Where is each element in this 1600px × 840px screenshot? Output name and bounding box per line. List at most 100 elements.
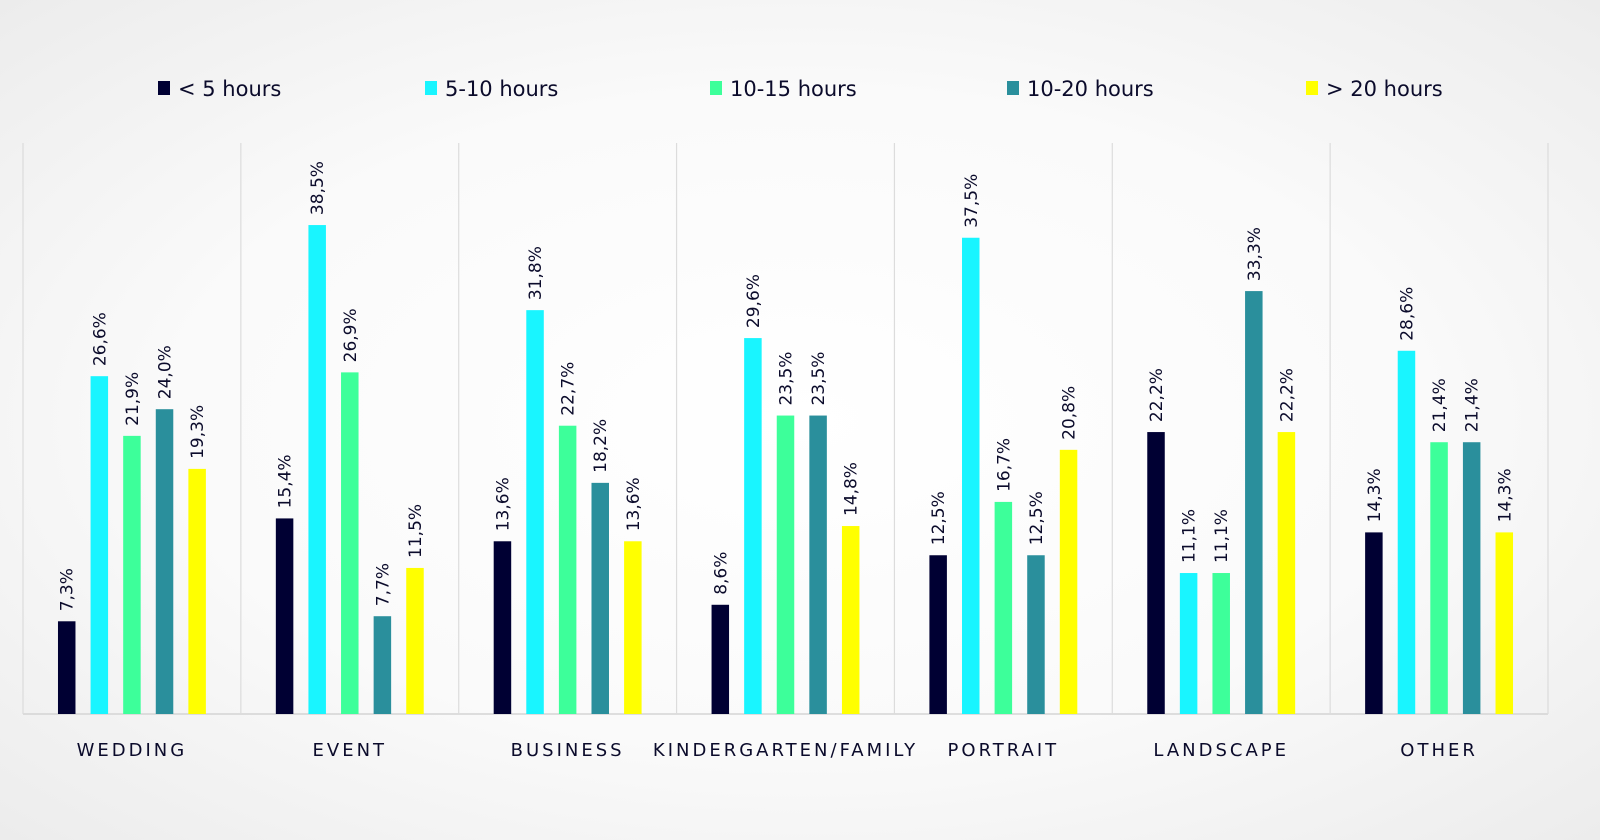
category-group: 22,2% 11,1% 11,1% 33,3% 22,2% LANDSCAPE bbox=[1147, 227, 1297, 761]
legend-label: > 20 hours bbox=[1326, 77, 1443, 101]
bar bbox=[406, 567, 424, 714]
legend-swatch bbox=[425, 81, 437, 95]
bar bbox=[188, 468, 206, 714]
bar bbox=[591, 482, 609, 714]
data-label: 11,5% bbox=[406, 504, 426, 558]
data-label: 8,6% bbox=[711, 552, 731, 595]
data-label: 24,0% bbox=[156, 345, 176, 399]
bar bbox=[624, 541, 642, 714]
legend-item: > 20 hours bbox=[1306, 77, 1443, 101]
bar bbox=[1027, 555, 1045, 714]
bar bbox=[123, 435, 141, 714]
bar bbox=[1277, 432, 1296, 714]
legend-item: < 5 hours bbox=[158, 77, 281, 101]
legend-label: 10-20 hours bbox=[1027, 77, 1154, 101]
bar bbox=[1430, 442, 1448, 714]
bar bbox=[308, 225, 326, 715]
bar bbox=[929, 555, 947, 714]
bar bbox=[744, 338, 762, 714]
data-label: 21,4% bbox=[1430, 378, 1450, 432]
data-label: 21,9% bbox=[123, 372, 143, 426]
data-label: 7,7% bbox=[373, 563, 393, 606]
data-label: 11,1% bbox=[1212, 509, 1232, 563]
category-group: 7,3% 26,6% 21,9% 24,0% 19,3% WEDDING bbox=[58, 312, 208, 761]
category-group: 8,6% 29,6% 23,5% 23,5% 14,8% KINDERGARTEN/FAM… bbox=[653, 274, 918, 761]
data-label: 28,6% bbox=[1397, 287, 1417, 341]
data-label: 11,1% bbox=[1180, 509, 1200, 563]
category-group: 15,4% 38,5% 26,9% 7,7% 11,5% EVENT bbox=[276, 161, 426, 761]
category-label: WEDDING bbox=[77, 740, 188, 761]
data-label: 26,9% bbox=[341, 308, 361, 362]
data-label: 33,3% bbox=[1245, 227, 1265, 281]
legend-swatch bbox=[158, 81, 170, 95]
bar bbox=[1212, 573, 1230, 714]
category-group: 12,5% 37,5% 16,7% 12,5% 20,8% PORTRAIT bbox=[929, 174, 1079, 761]
bar bbox=[711, 604, 730, 714]
legend-item: 5-10 hours bbox=[425, 77, 558, 101]
data-label: 19,3% bbox=[188, 405, 208, 459]
bar bbox=[526, 310, 544, 714]
bar bbox=[1495, 532, 1514, 714]
data-label: 37,5% bbox=[962, 174, 982, 228]
bar bbox=[155, 409, 174, 714]
data-label: 16,7% bbox=[994, 438, 1014, 492]
data-label: 14,3% bbox=[1365, 468, 1385, 522]
data-label: 12,5% bbox=[929, 491, 949, 545]
bar bbox=[558, 425, 577, 714]
data-label: 22,2% bbox=[1147, 368, 1167, 422]
data-label: 22,7% bbox=[559, 362, 579, 416]
bar bbox=[1462, 442, 1481, 714]
data-label: 18,2% bbox=[591, 419, 611, 473]
bar bbox=[373, 616, 392, 714]
bar bbox=[493, 541, 512, 714]
data-label: 7,3% bbox=[58, 568, 78, 611]
legend-label: 10-15 hours bbox=[730, 77, 857, 101]
data-label: 23,5% bbox=[777, 352, 797, 406]
bar bbox=[1059, 449, 1078, 714]
bar bbox=[1365, 532, 1383, 714]
data-label: 12,5% bbox=[1027, 491, 1047, 545]
data-label: 31,8% bbox=[526, 246, 546, 300]
bar bbox=[275, 518, 294, 714]
category-group: 14,3% 28,6% 21,4% 21,4% 14,3% OTHER bbox=[1365, 287, 1515, 761]
legend-swatch bbox=[1007, 81, 1019, 95]
category-label: KINDERGARTEN/FAMILY bbox=[653, 740, 918, 761]
legend-label: < 5 hours bbox=[178, 77, 281, 101]
bar bbox=[1245, 291, 1263, 714]
legend-item: 10-15 hours bbox=[710, 77, 857, 101]
data-label: 20,8% bbox=[1060, 386, 1080, 440]
bar bbox=[341, 372, 359, 714]
data-label: 38,5% bbox=[308, 161, 328, 215]
category-label: EVENT bbox=[313, 740, 388, 761]
legend-swatch bbox=[710, 81, 722, 95]
bar bbox=[1147, 432, 1165, 714]
data-label: 14,3% bbox=[1495, 468, 1515, 522]
category-label: LANDSCAPE bbox=[1153, 740, 1289, 761]
data-label: 23,5% bbox=[809, 352, 829, 406]
data-label: 13,6% bbox=[493, 477, 513, 531]
data-label: 15,4% bbox=[276, 454, 296, 508]
category-label: PORTRAIT bbox=[948, 740, 1060, 761]
bar bbox=[841, 526, 860, 714]
data-label: 13,6% bbox=[624, 477, 644, 531]
data-label: 21,4% bbox=[1463, 378, 1483, 432]
data-label: 26,6% bbox=[90, 312, 110, 366]
legend-item: 10-20 hours bbox=[1007, 77, 1154, 101]
bar bbox=[962, 237, 980, 714]
bar bbox=[809, 415, 827, 714]
bar bbox=[994, 501, 1013, 714]
bar bbox=[1179, 573, 1198, 714]
legend-label: 5-10 hours bbox=[445, 77, 558, 101]
category-label: OTHER bbox=[1400, 740, 1478, 761]
data-label: 22,2% bbox=[1277, 368, 1297, 422]
legend-swatch bbox=[1306, 81, 1318, 95]
data-label: 29,6% bbox=[744, 274, 764, 328]
bar bbox=[776, 415, 795, 714]
bar bbox=[90, 376, 109, 714]
bar bbox=[57, 621, 76, 714]
bar bbox=[1397, 350, 1416, 714]
category-group: 13,6% 31,8% 22,7% 18,2% 13,6% BUSINESS bbox=[493, 246, 643, 761]
category-label: BUSINESS bbox=[511, 740, 625, 761]
data-label: 14,8% bbox=[842, 462, 862, 516]
